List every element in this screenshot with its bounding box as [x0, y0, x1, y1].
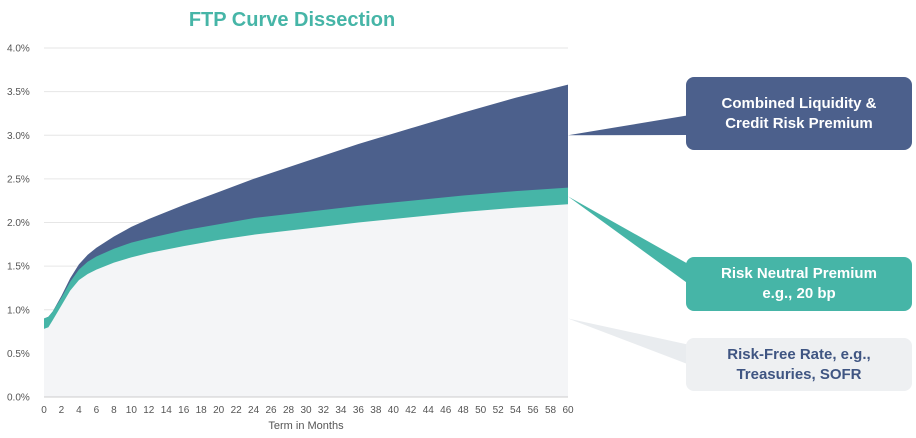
x-tick-label: 58 [545, 405, 557, 416]
x-tick-label: 52 [493, 405, 505, 416]
x-tick-label: 8 [111, 405, 117, 416]
x-tick-label: 2 [59, 405, 65, 416]
y-tick-label: 2.5% [7, 174, 30, 185]
callout-risk-neutral-premium: Risk Neutral Premium e.g., 20 bp [686, 257, 912, 311]
y-tick-label: 2.0% [7, 218, 30, 229]
x-tick-label: 22 [231, 405, 243, 416]
pointer-liquidity-credit-premium [568, 115, 690, 136]
y-tick-label: 0.5% [7, 349, 30, 360]
callout-pointers [568, 115, 690, 365]
y-tick-label: 4.0% [7, 44, 30, 55]
x-axis-ticks: 0 2 4 6 8 10 12 14 16 18 20 22 24 26 28 30 32 34 36 38 40 42 4… [41, 405, 574, 416]
x-axis-label: Term in Months [268, 420, 344, 432]
y-tick-label: 1.5% [7, 262, 30, 273]
x-tick-label: 16 [178, 405, 190, 416]
x-tick-label: 50 [475, 405, 487, 416]
x-tick-label: 44 [423, 405, 435, 416]
x-tick-label: 0 [41, 405, 47, 416]
x-tick-label: 40 [388, 405, 400, 416]
x-tick-label: 34 [335, 405, 347, 416]
y-tick-label: 3.5% [7, 87, 30, 98]
callout-liquidity-credit-premium: Combined Liquidity & Credit Risk Premium [686, 77, 912, 150]
y-axis-ticks: 0.0% 0.5% 1.0% 1.5% 2.0% 2.5% 3.0% 3.5% 4.0% [7, 44, 30, 404]
x-tick-label: 26 [266, 405, 278, 416]
pointer-risk-neutral-premium [568, 196, 690, 285]
x-tick-label: 12 [143, 405, 155, 416]
x-tick-label: 14 [161, 405, 173, 416]
x-tick-label: 20 [213, 405, 225, 416]
area-risk-free-rate [44, 204, 568, 397]
x-tick-label: 24 [248, 405, 260, 416]
y-tick-label: 0.0% [7, 393, 30, 404]
pointer-risk-free-rate [568, 318, 690, 365]
x-tick-label: 30 [300, 405, 312, 416]
x-tick-label: 10 [126, 405, 138, 416]
chart-title: FTP Curve Dissection [189, 9, 395, 31]
x-tick-label: 48 [458, 405, 470, 416]
x-tick-label: 28 [283, 405, 295, 416]
x-tick-label: 6 [94, 405, 100, 416]
x-tick-label: 42 [405, 405, 417, 416]
x-tick-label: 4 [76, 405, 82, 416]
y-tick-label: 3.0% [7, 131, 30, 142]
x-tick-label: 46 [440, 405, 452, 416]
callout-risk-free-rate: Risk-Free Rate, e.g., Treasuries, SOFR [686, 338, 912, 391]
x-tick-label: 60 [562, 405, 574, 416]
y-tick-label: 1.0% [7, 305, 30, 316]
x-tick-label: 38 [370, 405, 382, 416]
x-tick-label: 18 [196, 405, 208, 416]
area-series [44, 84, 568, 397]
x-tick-label: 56 [528, 405, 540, 416]
x-tick-label: 36 [353, 405, 365, 416]
x-tick-label: 54 [510, 405, 522, 416]
x-tick-label: 32 [318, 405, 330, 416]
